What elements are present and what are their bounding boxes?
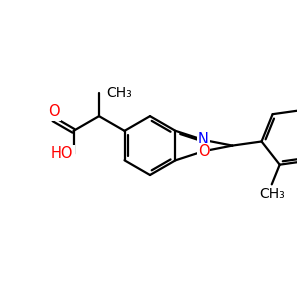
Text: HO: HO bbox=[51, 146, 74, 161]
Text: CH₃: CH₃ bbox=[259, 187, 285, 201]
Text: O: O bbox=[48, 104, 59, 119]
Text: O: O bbox=[198, 144, 209, 159]
Text: CH₃: CH₃ bbox=[106, 86, 132, 100]
Text: N: N bbox=[198, 133, 209, 148]
